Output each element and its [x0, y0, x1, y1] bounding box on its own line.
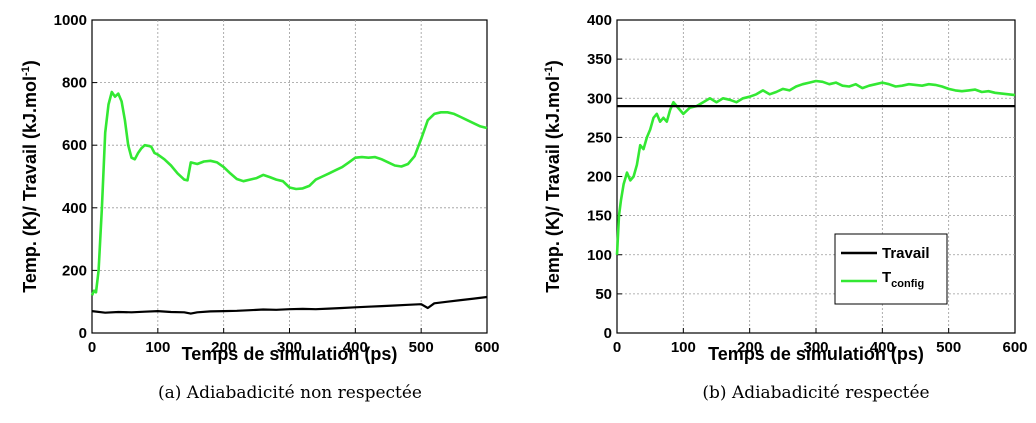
legend-label-travail: Travail: [882, 245, 930, 262]
caption-a: (a) Adiabadicité non respectée: [158, 383, 422, 403]
y-axis-label-a-sup: -1: [20, 66, 32, 76]
y-axis-label-a-close: ): [20, 60, 40, 66]
x-tick-label: 300: [803, 339, 828, 356]
x-tick-labels-b: 0 100 200 300 400 500 600: [613, 339, 1028, 356]
x-tick-label: 400: [343, 339, 368, 356]
x-tick-label: 600: [474, 339, 499, 356]
y-tick-label: 400: [62, 200, 87, 217]
x-axis-label-a: Temps de simulation (ps): [182, 344, 398, 364]
y-tick-label: 50: [595, 286, 612, 303]
x-tick-labels-a: 0 100 200 300 400 500 600: [88, 339, 500, 356]
y-tick-label: 400: [587, 12, 612, 29]
y-tick-label: 0: [604, 325, 612, 342]
series-group-a: [90, 90, 488, 315]
y-tick-label: 150: [587, 208, 612, 225]
y-tick-label: 250: [587, 129, 612, 146]
caption-b: (b) Adiabadicité respectée: [702, 383, 929, 403]
x-tick-label: 300: [277, 339, 302, 356]
x-axis-label-b: Temps de simulation (ps): [708, 344, 924, 364]
y-tick-label: 350: [587, 51, 612, 68]
y-axis-label-b-close: ): [543, 60, 563, 66]
gridlines-a: [91, 19, 488, 334]
x-tick-label: 100: [145, 339, 170, 356]
y-axis-label-b-main: Temp. (K)/ Travail (kJ.mol: [543, 76, 563, 293]
x-tick-label: 200: [211, 339, 236, 356]
y-tick-label: 300: [587, 90, 612, 107]
y-tick-label: 100: [587, 247, 612, 264]
x-tick-label: 500: [409, 339, 434, 356]
x-tick-label: 0: [88, 339, 96, 356]
chart-panel-a: 0 100 200 300 400 500 600 0 200 400 600 800 1000 Te…: [20, 12, 500, 403]
y-tick-label: 1000: [54, 12, 87, 29]
y-tick-label: 800: [62, 75, 87, 92]
series-group-b: [615, 79, 1016, 255]
legend-label-tconfig-sub: config: [891, 278, 924, 290]
x-tick-label: 200: [737, 339, 762, 356]
y-tick-label: 200: [587, 169, 612, 186]
legend-label-tconfig-main: T: [882, 269, 891, 286]
series-line-tconfig: [615, 79, 1016, 255]
y-tick-labels-a: 0 200 400 600 800 1000: [54, 12, 87, 342]
y-tick-label: 200: [62, 262, 87, 279]
legend-label-tconfig: Tconfig: [882, 269, 924, 290]
legend-box: [834, 233, 948, 305]
gridlines-b: [616, 19, 1016, 334]
series-line-travail: [91, 295, 488, 315]
legend-b: Travail Tconfig: [834, 233, 948, 305]
x-tick-label: 600: [1002, 339, 1027, 356]
y-axis-label-b: Temp. (K)/ Travail (kJ.mol-1): [543, 60, 563, 293]
y-axis-label-a-main: Temp. (K)/ Travail (kJ.mol: [20, 76, 40, 293]
x-tick-label: 100: [671, 339, 696, 356]
y-tick-label: 600: [62, 137, 87, 154]
series-line-tconfig: [90, 90, 488, 296]
x-tick-label: 0: [613, 339, 621, 356]
y-tick-label: 0: [79, 325, 87, 342]
x-tick-label: 400: [870, 339, 895, 356]
y-tick-labels-b: 0 50 100 150 200 250 300 350 400: [587, 12, 612, 342]
x-tick-label: 500: [936, 339, 961, 356]
chart-panel-b: 0 100 200 300 400 500 600 0 50 100 150 200 250 300 35…: [543, 12, 1028, 403]
y-axis-label-b-sup: -1: [543, 66, 555, 76]
y-axis-label-a: Temp. (K)/ Travail (kJ.mol-1): [20, 60, 40, 293]
